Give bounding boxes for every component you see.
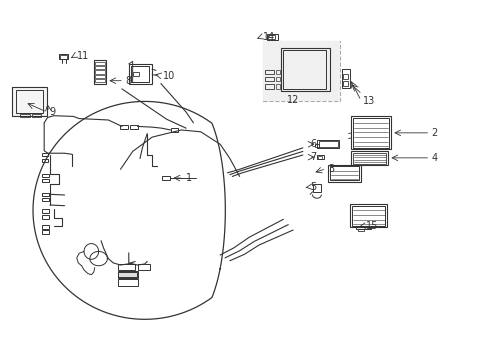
Bar xyxy=(264,77,273,81)
Bar xyxy=(353,153,386,163)
Bar xyxy=(94,60,106,84)
Bar xyxy=(353,118,388,148)
Bar xyxy=(315,144,319,147)
Bar xyxy=(41,225,48,229)
Bar xyxy=(283,50,325,89)
Bar xyxy=(263,41,339,102)
Bar xyxy=(268,35,275,39)
Bar xyxy=(341,69,349,88)
Text: 11: 11 xyxy=(77,51,89,61)
Bar xyxy=(351,116,390,149)
Text: 6: 6 xyxy=(310,139,316,149)
Bar xyxy=(327,165,361,182)
Bar xyxy=(350,204,386,227)
Bar xyxy=(266,34,277,40)
Bar xyxy=(357,229,363,231)
Bar xyxy=(41,209,48,213)
Bar xyxy=(41,174,48,177)
Text: 14: 14 xyxy=(263,32,275,42)
Bar xyxy=(41,193,48,196)
Text: 12: 12 xyxy=(287,95,299,105)
Bar xyxy=(162,176,169,180)
Bar xyxy=(128,64,152,84)
Bar xyxy=(59,54,68,59)
Bar xyxy=(41,153,47,157)
Text: 15: 15 xyxy=(366,221,378,231)
Bar xyxy=(275,84,279,89)
Text: 1: 1 xyxy=(186,173,192,183)
Bar xyxy=(120,125,127,129)
Bar xyxy=(118,264,135,270)
Bar xyxy=(95,70,105,73)
Bar xyxy=(318,156,322,158)
Bar xyxy=(356,226,370,229)
Bar xyxy=(343,73,347,79)
Bar xyxy=(16,90,42,113)
Text: 3: 3 xyxy=(327,163,334,174)
Text: 10: 10 xyxy=(163,71,175,81)
Text: 5: 5 xyxy=(310,182,316,192)
Text: 4: 4 xyxy=(431,153,437,163)
Bar xyxy=(170,128,178,132)
Bar xyxy=(118,272,136,277)
Bar xyxy=(132,72,138,76)
Bar xyxy=(20,114,30,117)
Bar xyxy=(129,125,137,129)
Bar xyxy=(95,66,105,69)
Bar xyxy=(281,48,329,91)
Bar xyxy=(95,62,105,65)
Bar xyxy=(60,55,66,59)
Bar xyxy=(41,230,48,234)
Bar xyxy=(275,69,279,74)
Bar xyxy=(118,271,137,278)
Bar xyxy=(264,69,273,74)
Bar xyxy=(118,279,137,286)
Bar xyxy=(329,166,358,180)
Bar xyxy=(263,41,339,102)
Bar xyxy=(317,140,339,148)
Bar xyxy=(351,152,387,165)
Bar xyxy=(312,184,321,192)
Text: 7: 7 xyxy=(310,152,316,162)
Text: 13: 13 xyxy=(362,96,374,106)
Text: 2: 2 xyxy=(431,128,437,138)
Bar xyxy=(95,75,105,78)
Text: 9: 9 xyxy=(49,107,55,117)
Bar xyxy=(41,158,47,162)
Bar xyxy=(343,81,347,86)
Bar xyxy=(319,141,337,147)
Bar xyxy=(317,155,324,159)
Bar xyxy=(264,84,273,89)
Bar xyxy=(12,87,47,116)
Bar xyxy=(41,215,48,219)
Bar xyxy=(275,77,279,81)
Bar xyxy=(352,206,384,226)
Bar xyxy=(41,179,48,182)
Bar xyxy=(41,198,48,202)
Bar xyxy=(137,264,149,270)
Bar xyxy=(95,79,105,82)
Bar xyxy=(130,66,149,82)
Bar xyxy=(31,114,41,117)
Text: 8: 8 xyxy=(125,76,132,86)
